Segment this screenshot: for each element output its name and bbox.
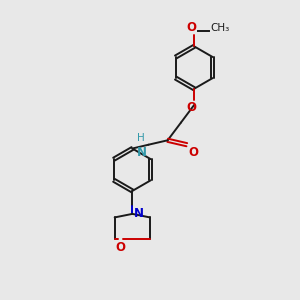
Text: N: N [134,207,144,220]
Text: O: O [187,21,197,34]
Text: CH₃: CH₃ [210,22,229,32]
Text: O: O [116,241,126,254]
Text: O: O [187,101,197,114]
Text: O: O [188,146,198,160]
Text: N: N [137,146,147,159]
Text: H: H [137,133,145,143]
